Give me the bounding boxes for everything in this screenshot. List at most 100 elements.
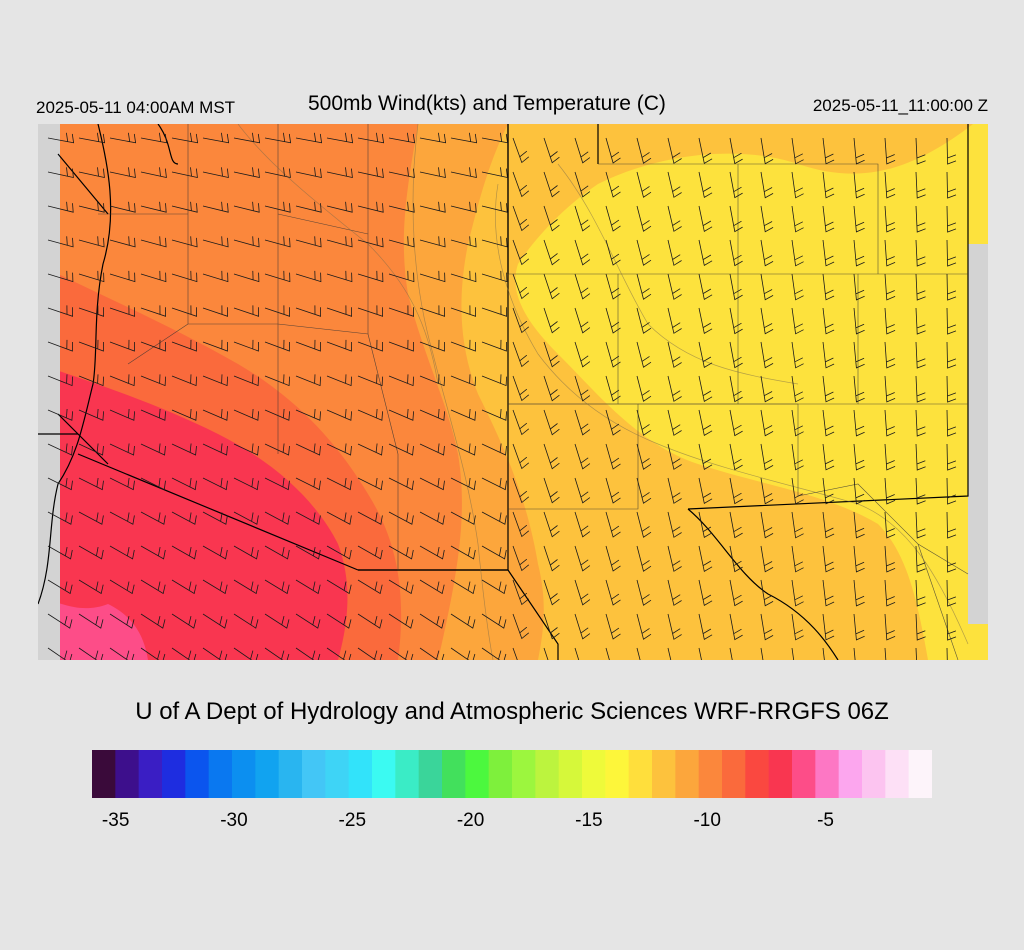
wind-barb	[636, 647, 641, 660]
wind-barb	[729, 545, 743, 573]
wind-barb	[171, 511, 197, 525]
wind-barb	[388, 236, 415, 248]
wind-barb	[264, 270, 291, 283]
wind-barb	[202, 167, 229, 179]
wind-barb	[698, 205, 713, 233]
colorbar-swatch	[908, 750, 932, 798]
wind-barb	[171, 613, 197, 629]
wind-barb	[264, 236, 291, 248]
colorbar-swatch	[605, 750, 630, 798]
wind-barb	[419, 443, 445, 456]
wind-barb	[109, 132, 137, 144]
wind-barb	[326, 443, 352, 456]
wind-barb	[574, 273, 591, 300]
colorbar-swatch	[862, 750, 886, 798]
wind-barb	[791, 205, 804, 233]
wind-barb	[47, 477, 73, 491]
wind-barb	[481, 443, 507, 456]
wind-barb	[481, 236, 508, 248]
wind-barb	[853, 443, 865, 471]
wind-barb	[853, 239, 865, 267]
boundary-rio-grande	[687, 508, 839, 660]
wind-barb	[140, 201, 167, 213]
wind-barb	[357, 477, 383, 491]
state-boundaries	[38, 124, 969, 660]
wind-barb	[140, 374, 166, 387]
wind-barb	[171, 477, 197, 491]
wind-barb	[326, 511, 352, 525]
wind-barb	[357, 579, 383, 595]
wind-barb	[946, 341, 957, 369]
wind-barb	[884, 545, 896, 573]
wind-barb	[791, 273, 804, 301]
wind-barb	[450, 236, 477, 248]
wind-barb	[574, 477, 591, 504]
wind-barb	[574, 341, 591, 368]
wind-barb	[791, 647, 795, 660]
wind-barb	[171, 167, 198, 179]
wind-barb	[512, 137, 530, 164]
colorbar-swatch	[698, 750, 723, 798]
wind-barb	[78, 545, 104, 560]
wind-barb	[512, 545, 530, 572]
wind-barb	[481, 579, 507, 595]
wind-barb	[791, 477, 804, 505]
wind-barb	[636, 273, 652, 300]
wind-barb	[791, 341, 804, 369]
wind-barb	[512, 375, 530, 402]
wind-barb	[915, 477, 926, 505]
wind-barb	[822, 205, 835, 233]
wind-barb	[698, 307, 713, 335]
wind-barb	[388, 305, 414, 317]
wind-barb	[543, 205, 560, 232]
wind-barb	[915, 647, 917, 660]
wind-barb	[47, 305, 73, 317]
wind-barb	[419, 270, 446, 283]
wind-barb	[636, 205, 652, 232]
wind-barb	[140, 545, 166, 560]
wind-barb	[264, 477, 290, 491]
wind-barb	[295, 339, 321, 352]
wind-barb	[791, 443, 804, 471]
wind-barb	[326, 647, 352, 660]
wind-barb	[760, 409, 774, 437]
wind-barb	[667, 137, 682, 164]
wind-barb	[78, 511, 104, 525]
wind-barb	[822, 273, 835, 301]
wind-barb	[543, 307, 560, 334]
wind-barb	[78, 305, 104, 317]
wind-barb	[47, 167, 74, 179]
wind-barb	[760, 375, 774, 403]
wind-barb	[760, 579, 774, 607]
wind-barb	[357, 511, 383, 525]
wind-barb	[388, 374, 414, 387]
colorbar-swatch	[558, 750, 583, 798]
wind-barb	[326, 132, 354, 144]
wind-barb	[171, 132, 199, 144]
wind-barb	[109, 613, 135, 629]
wind-barb	[574, 205, 591, 232]
wind-barb	[605, 341, 621, 368]
wind-barb	[853, 613, 865, 641]
wind-barb	[109, 443, 135, 456]
wind-barb	[884, 613, 896, 641]
wind-barb	[481, 408, 507, 421]
wind-barb	[605, 613, 621, 640]
wind-barb	[202, 305, 228, 317]
wind-barb	[543, 239, 560, 266]
wind-barb	[605, 409, 621, 436]
wind-barb	[357, 132, 385, 144]
wind-barb	[264, 132, 292, 144]
wind-barb	[202, 339, 228, 352]
wind-barb	[233, 613, 259, 629]
colorbar-swatch	[722, 750, 746, 798]
wind-barb	[760, 341, 774, 369]
wind-barb	[326, 236, 353, 248]
wind-barb	[729, 579, 743, 607]
wind-barb	[233, 511, 259, 525]
colorbar-swatch	[815, 750, 840, 798]
wind-barb	[574, 137, 591, 164]
wind-barb	[667, 647, 672, 660]
wind-barb	[357, 545, 383, 560]
colorbar-swatch	[208, 750, 233, 798]
